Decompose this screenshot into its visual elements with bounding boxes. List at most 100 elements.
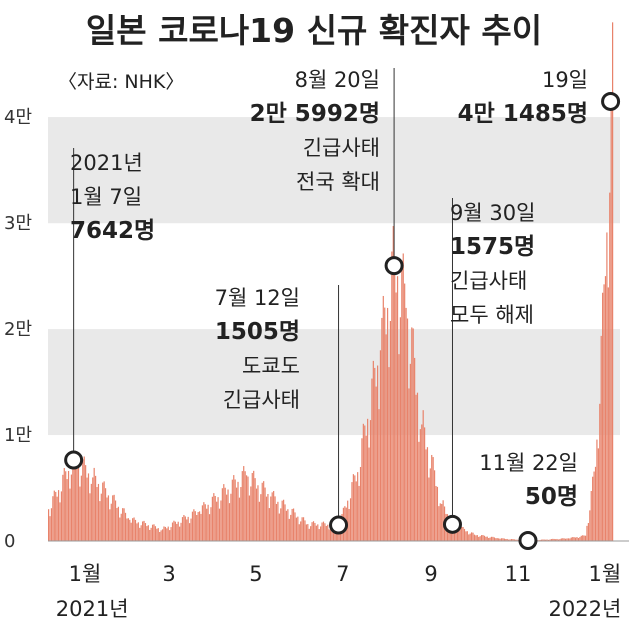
bar [258,501,260,541]
annotation-value: 2만 5992명 [250,101,380,127]
annotation-a5: 11월 22일 50명 [479,451,578,510]
bar [379,350,382,541]
bar [273,490,275,541]
bar [549,539,551,541]
bar [147,525,149,541]
bar [300,521,302,541]
bar [49,516,51,541]
bar [236,487,238,541]
bar [355,481,357,541]
bar [196,514,198,541]
bar [234,479,236,541]
bar [221,488,223,541]
bar [283,499,285,541]
bar [584,535,587,541]
bar [381,317,383,541]
bar [510,539,513,541]
annotation-value: 1575명 [450,234,535,260]
x-axis-ticks: 1월 3 5 7 9 11 1월 [69,562,622,586]
chart-title: 일본 코로나19 신규 확진자 추이 [86,11,542,50]
x-tick-label: 7 [336,562,349,586]
bar [130,522,132,541]
bar [371,378,373,541]
annotation-a6: 19일 4만 1485명 [458,68,588,127]
bar [305,524,307,541]
bar [573,537,575,541]
bar [268,508,270,541]
bar [482,535,484,541]
bar [120,513,122,541]
bar [478,536,480,541]
annotation-marker [442,514,462,534]
bar [292,508,295,541]
bar [461,526,463,541]
bar [149,529,151,541]
bar [312,521,315,541]
bar [462,527,464,541]
bar [459,529,461,541]
annotation-date: 7월 12일 [215,286,300,310]
y-tick-label: 2만 [4,319,32,340]
bar [546,539,548,541]
annotation-date: 2021년 [70,151,143,175]
bar [550,539,552,541]
bar [160,530,162,541]
bar [76,468,78,541]
bar [596,439,598,541]
bar [401,262,403,541]
bar [358,485,360,541]
x-tick-label: 1월 [69,562,102,586]
bar [466,531,468,541]
bar [297,516,299,541]
annotation-marker [384,256,404,276]
bar [502,538,504,541]
bar [559,539,561,541]
bar [432,457,434,541]
bar [547,539,550,541]
bar [244,471,246,541]
bar [416,392,419,541]
y-tick-label: 0 [4,531,15,552]
bar [137,522,139,541]
bar [433,470,436,541]
bar [508,539,510,541]
bar [304,520,306,541]
bar [352,474,354,541]
bar [354,475,356,541]
bar [569,538,571,541]
bar [374,367,376,541]
x-tick-label: 1월 [589,562,622,586]
bar [224,487,226,541]
bar [208,514,211,541]
bar [183,514,185,541]
bar [220,500,222,541]
bar [173,520,175,541]
bar [73,460,75,541]
bar [348,509,350,541]
bar [55,491,57,541]
bar [139,527,141,541]
bar [243,466,245,541]
bar [134,519,137,541]
bar [294,512,296,541]
bar [483,535,486,541]
bar [347,500,349,541]
bar [207,504,209,541]
bar [314,522,316,541]
bar [110,503,112,541]
bar [248,495,251,541]
bar [223,484,225,541]
bar [250,486,252,541]
bar [190,518,192,541]
bar [385,334,387,541]
bar [489,537,491,541]
bar [288,518,290,541]
bar [119,517,121,541]
annotation-value: 50명 [525,484,578,510]
bar [96,487,98,541]
bar [103,481,105,541]
bar [281,500,283,541]
bar [211,496,213,541]
year-label: 2021년 [56,597,129,621]
